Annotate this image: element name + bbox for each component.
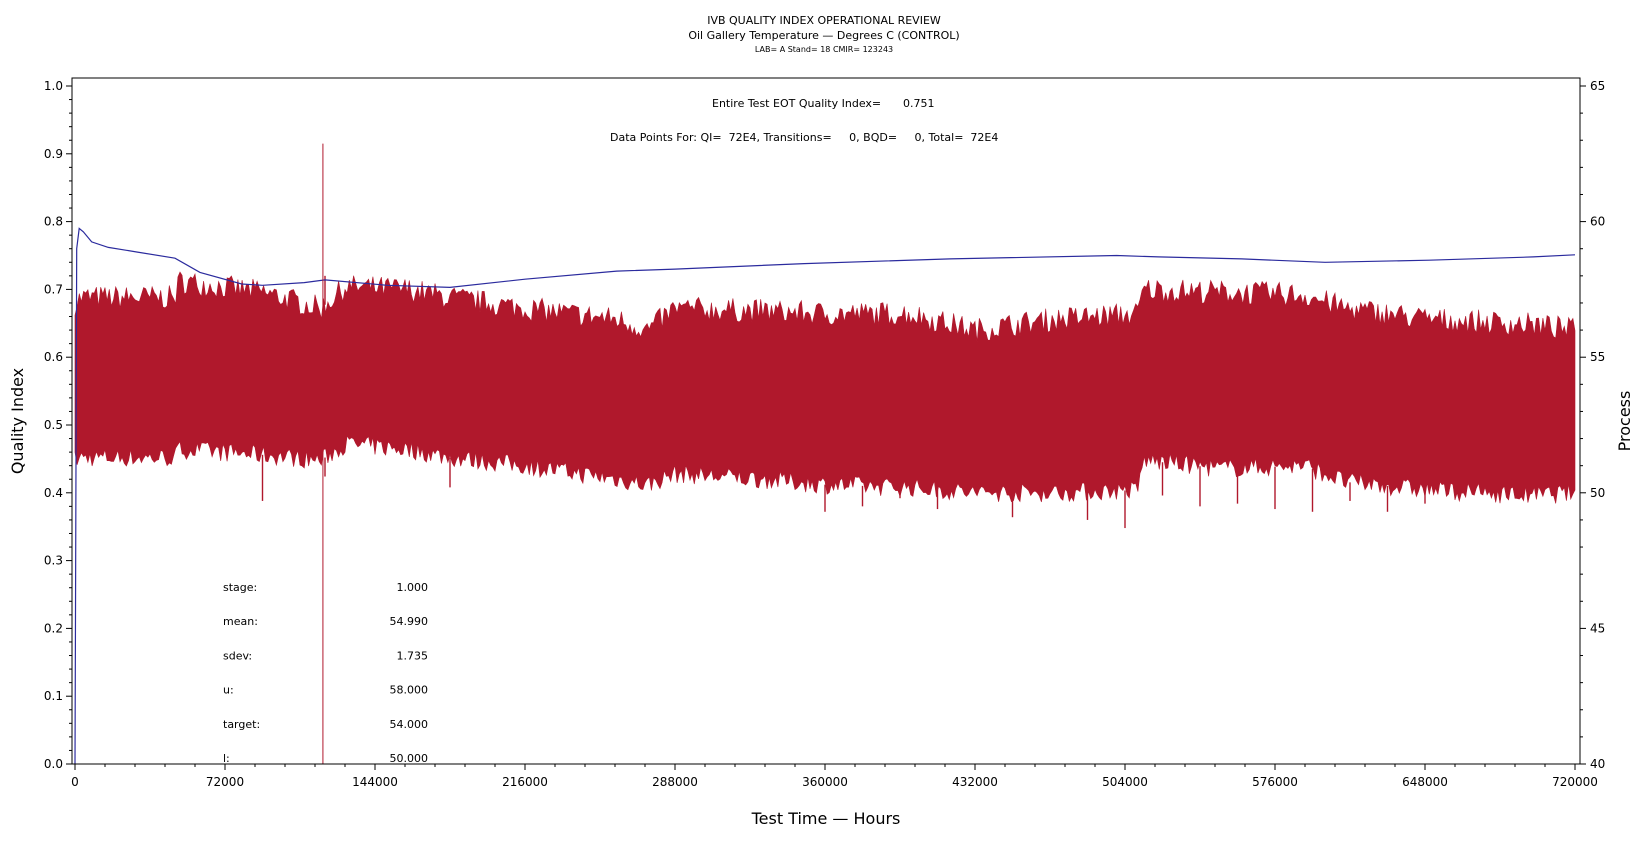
stats-block: stage: 1.000 mean: 54.990 sdev: 1.735 u: 58.000… [223,581,428,765]
y-left-tick-label: 0.0 [44,757,63,771]
plot-frame [71,77,1581,765]
y-left-tick-label: 0.9 [44,147,63,161]
x-tick-label: 576000 [1252,775,1298,789]
x-tick-label: 360000 [802,775,848,789]
x-axis-ticks: 0 72000 144000 216000 288000 360000 432000 5040… [71,764,1598,789]
stat-value: 54.990 [390,615,429,628]
chart-subtitle-lab: LAB= A Stand= 18 CMIR= 123243 [755,45,893,54]
stat-value: 1.000 [397,581,429,594]
eot-quality-index-value: 0.751 [903,97,935,110]
y-right-axis-ticks: 40 45 50 55 60 65 [1580,79,1605,771]
y-right-tick-label: 60 [1590,215,1605,229]
y-left-axis-label: Quality Index [8,368,27,474]
y-right-tick-label: 40 [1590,757,1605,771]
y-left-tick-label: 0.6 [44,350,63,364]
x-tick-label: 504000 [1102,775,1148,789]
quality-index-line [74,227,1576,765]
chart-title: IVB QUALITY INDEX OPERATIONAL REVIEW [707,14,941,27]
stat-label: u: [223,684,234,697]
y-left-tick-label: 0.8 [44,215,63,229]
x-tick-label: 720000 [1552,775,1598,789]
stat-label: mean: [223,615,258,628]
y-left-tick-label: 0.1 [44,689,63,703]
y-left-axis-ticks: 0.0 0.1 0.2 0.3 0.4 0.5 0.6 0.7 0.8 0.9 1.0 [44,79,72,771]
x-tick-label: 0 [71,775,79,789]
stat-value: 1.735 [397,649,429,662]
stat-label: sdev: [223,649,252,662]
data-points-summary: Data Points For: QI= 72E4, Transitions= … [610,131,998,144]
y-left-tick-label: 0.2 [44,621,63,635]
x-tick-label: 648000 [1402,775,1448,789]
x-tick-label: 72000 [206,775,244,789]
eot-quality-index-label: Entire Test EOT Quality Index= [712,97,881,110]
plot-content [74,143,1576,765]
x-axis-label: Test Time — Hours [751,809,901,828]
y-right-axis-label: Process [1615,391,1634,452]
y-right-tick-label: 65 [1590,79,1605,93]
y-right-tick-label: 50 [1590,486,1605,500]
stat-value: 58.000 [390,684,429,697]
y-right-tick-label: 55 [1590,350,1605,364]
chart-subtitle: Oil Gallery Temperature — Degrees C (CON… [688,29,959,42]
y-left-tick-label: 1.0 [44,79,63,93]
stat-label: stage: [223,581,257,594]
stat-value: 50.000 [390,752,429,765]
y-left-tick-label: 0.3 [44,554,63,568]
stat-label: l: [223,752,230,765]
y-left-tick-label: 0.5 [44,418,63,432]
y-left-tick-label: 0.7 [44,282,63,296]
y-left-tick-label: 0.4 [44,486,63,500]
stat-label: target: [223,718,260,731]
stat-value: 54.000 [390,718,429,731]
process-series-band [74,271,1576,504]
x-tick-label: 432000 [952,775,998,789]
x-tick-label: 144000 [352,775,398,789]
x-tick-label: 288000 [652,775,698,789]
x-tick-label: 216000 [502,775,548,789]
y-right-tick-label: 45 [1590,621,1605,635]
